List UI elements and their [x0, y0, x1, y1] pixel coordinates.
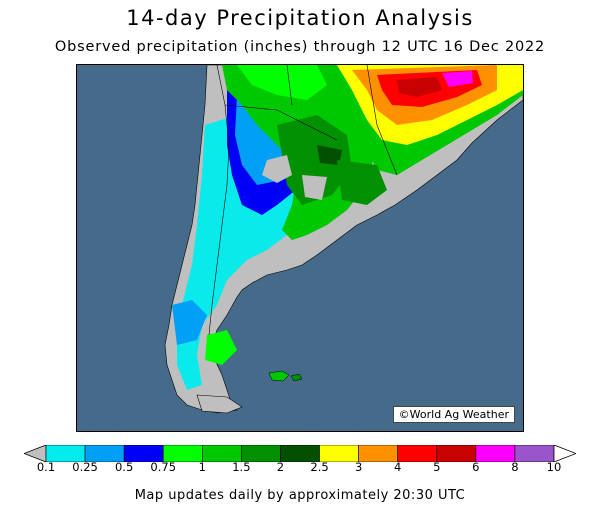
legend-tick-label: 1 — [198, 460, 206, 474]
country-borders — [208, 65, 398, 336]
legend-tick-label: 0.25 — [72, 460, 98, 474]
legend-tick-label: 0.1 — [36, 460, 56, 474]
tierra-del-fuego — [196, 394, 243, 414]
map-canvas — [164, 65, 523, 414]
legend-tick-label: 5 — [433, 460, 441, 474]
falkland-islands — [268, 370, 290, 382]
map-title: 14-day Precipitation Analysis — [126, 6, 474, 30]
legend-swatch — [475, 445, 516, 462]
legend-tick-label: 2 — [276, 460, 285, 474]
legend-swatch — [397, 445, 438, 462]
legend-tick-label: 8 — [511, 460, 519, 474]
legend-tick-label: 6 — [472, 460, 480, 474]
color-legend — [24, 445, 576, 462]
legend-bar — [24, 445, 576, 462]
legend-tick-label: 1.5 — [232, 460, 251, 474]
legend-above-arrow — [553, 445, 576, 462]
legend-tick-label: 2.5 — [310, 460, 329, 474]
legend-tick-label: 4 — [394, 460, 402, 474]
legend-tick-label: 0.5 — [114, 460, 134, 474]
legend-swatch — [436, 445, 477, 462]
map-subtitle: Observed precipitation (inches) through … — [54, 39, 546, 55]
precipitation-map: ©World Ag Weather — [76, 64, 524, 432]
legend-tick-label: 10 — [546, 460, 562, 474]
legend-tick-label: 0.75 — [150, 460, 177, 474]
update-note: Map updates daily by approximately 20:30… — [134, 488, 466, 503]
legend-swatch — [358, 445, 398, 462]
legend-tick-label: 3 — [354, 460, 363, 474]
copyright-label: ©World Ag Weather — [392, 406, 515, 423]
